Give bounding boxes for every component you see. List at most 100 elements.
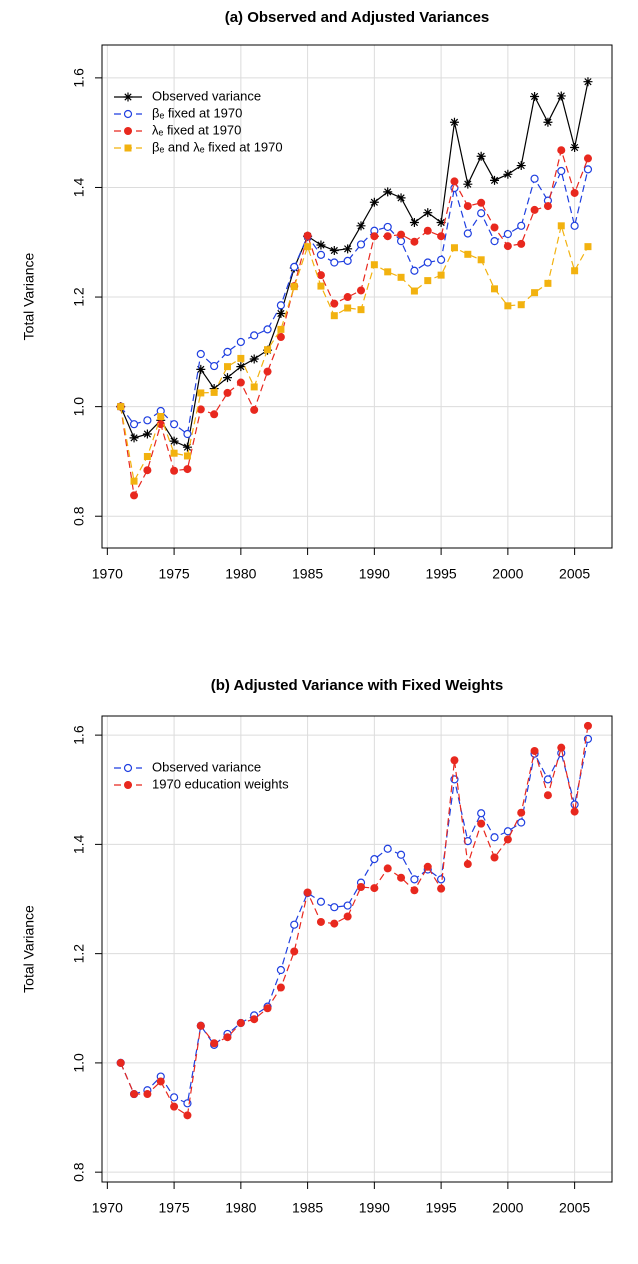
marker — [570, 188, 579, 197]
marker — [223, 347, 232, 356]
marker — [490, 175, 500, 185]
marker — [343, 901, 352, 910]
marker — [531, 289, 539, 297]
marker — [316, 250, 326, 259]
chart-panel: (a) Observed and Adjusted Variances Total… — [21, 9, 613, 582]
x-tick-label: 1975 — [159, 566, 190, 582]
legend-text: λₑ fixed at 1970 — [152, 122, 241, 137]
marker — [303, 888, 312, 897]
marker — [370, 261, 378, 269]
chart-title: (a) Observed and Adjusted Variances — [225, 9, 490, 26]
marker — [357, 286, 366, 295]
marker — [223, 363, 231, 371]
marker — [196, 364, 206, 374]
marker — [556, 91, 566, 101]
marker — [169, 436, 179, 446]
marker — [356, 240, 366, 249]
marker — [130, 477, 138, 485]
y-tick-label: 1.4 — [71, 178, 87, 198]
marker — [423, 862, 432, 871]
x-tick-label: 1970 — [92, 566, 123, 582]
marker — [183, 429, 192, 439]
marker — [357, 882, 366, 891]
marker — [477, 209, 486, 218]
marker — [343, 293, 352, 302]
marker — [490, 223, 499, 232]
marker — [369, 197, 379, 207]
marker — [544, 279, 552, 287]
marker — [543, 202, 552, 211]
legend-marker — [123, 92, 133, 102]
marker — [196, 1021, 205, 1030]
marker — [490, 833, 499, 842]
x-tick-label: 2005 — [559, 1200, 590, 1216]
series-line — [120, 169, 589, 436]
marker — [343, 256, 352, 265]
marker — [170, 449, 178, 457]
marker — [517, 221, 526, 230]
marker — [583, 154, 592, 163]
marker — [316, 271, 325, 280]
legend-marker — [124, 781, 132, 789]
marker — [437, 884, 446, 893]
marker — [530, 92, 540, 102]
marker — [370, 884, 379, 893]
marker — [517, 818, 526, 827]
marker — [503, 229, 512, 239]
marker — [437, 232, 446, 241]
plot-frame — [101, 715, 613, 1183]
x-tick-label: 2000 — [492, 566, 523, 582]
marker — [356, 221, 366, 231]
y-tick-label: 1.0 — [71, 1053, 87, 1073]
marker — [264, 346, 272, 354]
marker — [290, 262, 299, 272]
marker — [557, 222, 565, 230]
marker — [517, 808, 526, 817]
x-tick-label: 1970 — [92, 1200, 123, 1216]
marker — [157, 412, 165, 420]
marker — [410, 875, 419, 884]
marker — [530, 205, 539, 214]
legend-text: 1970 education weights — [152, 776, 289, 791]
marker — [129, 420, 139, 429]
y-tick-label: 1.2 — [71, 287, 87, 307]
x-tick-label: 1985 — [292, 1200, 323, 1216]
marker — [516, 161, 526, 171]
marker — [450, 244, 458, 252]
marker — [423, 226, 432, 235]
marker — [491, 285, 499, 293]
marker — [250, 1015, 259, 1024]
marker — [530, 746, 539, 755]
marker — [343, 912, 352, 921]
marker — [169, 420, 179, 429]
marker — [183, 452, 191, 460]
marker — [236, 362, 246, 372]
marker — [344, 304, 352, 312]
marker — [436, 218, 446, 228]
marker — [383, 187, 393, 197]
marker — [330, 312, 338, 320]
marker — [317, 282, 325, 290]
y-tick-label: 1.6 — [71, 725, 87, 745]
marker — [316, 897, 326, 906]
x-tick-label: 1975 — [159, 1200, 190, 1216]
y-axis-label: Total Variance — [21, 252, 37, 340]
marker — [397, 873, 406, 882]
marker — [170, 1102, 179, 1111]
marker — [303, 231, 312, 240]
marker — [583, 721, 592, 730]
marker — [316, 917, 325, 926]
marker — [410, 237, 419, 246]
marker — [450, 177, 459, 186]
marker — [183, 465, 192, 474]
marker — [263, 1004, 272, 1013]
marker — [464, 250, 472, 258]
marker — [477, 819, 486, 828]
marker — [437, 255, 446, 264]
marker — [383, 232, 392, 241]
x-tick-label: 1980 — [225, 1200, 256, 1216]
marker — [236, 378, 245, 387]
marker — [276, 333, 285, 342]
marker — [130, 1090, 139, 1099]
marker — [236, 337, 245, 347]
